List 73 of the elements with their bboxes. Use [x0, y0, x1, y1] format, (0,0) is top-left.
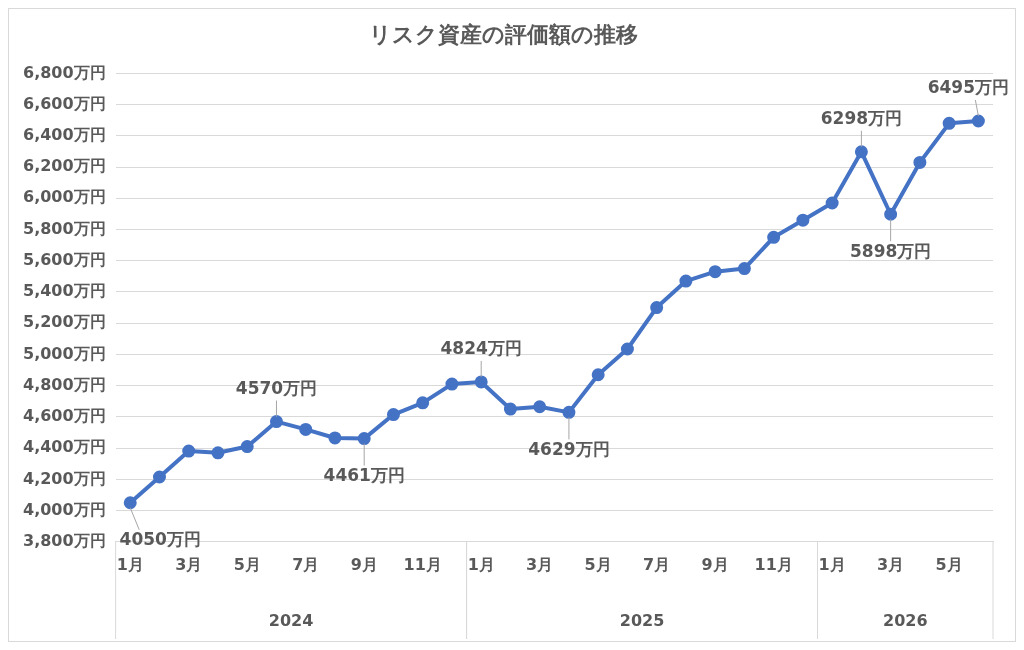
point: [767, 230, 781, 244]
point: [884, 207, 898, 221]
x-tick-label: 11月: [754, 554, 793, 574]
point: [650, 301, 664, 315]
text: 2026: [883, 610, 928, 630]
point: [913, 155, 927, 169]
y-tick-label: 6,200万円: [23, 156, 106, 176]
x-tick-label: 7月: [292, 554, 320, 574]
point: [328, 431, 342, 445]
x-tick-label: 1月: [467, 554, 495, 574]
point: [620, 342, 634, 356]
point: [942, 116, 956, 130]
data-label: 4050万円: [119, 529, 201, 550]
point: [679, 274, 693, 288]
point: [533, 400, 547, 414]
point: [591, 368, 605, 382]
x-tick-label: 3月: [877, 554, 905, 574]
y-tick-label: 6,800万円: [23, 62, 106, 82]
data-label: 4461万円: [323, 465, 405, 486]
y-tick-label: 6,000万円: [23, 187, 106, 207]
point: [123, 496, 137, 510]
x-tick-label: 7月: [643, 554, 671, 574]
y-tick-label: 5,400万円: [23, 281, 106, 301]
point: [269, 415, 283, 429]
x-tick-label: 5月: [935, 554, 963, 574]
x-tick-label: 9月: [701, 554, 729, 574]
x-tick-label: 3月: [526, 554, 554, 574]
x-tick-label: 5月: [584, 554, 612, 574]
point: [825, 196, 839, 210]
y-tick-label: 6,600万円: [23, 93, 106, 113]
y-tick-label: 5,600万円: [23, 249, 106, 269]
point: [152, 470, 166, 484]
point: [240, 440, 254, 454]
point: [357, 432, 371, 446]
data-label: 6298万円: [820, 108, 903, 129]
point: [708, 265, 722, 279]
point: [562, 405, 576, 419]
y-tick-label: 4,200万円: [23, 468, 106, 488]
x-tick-label: 3月: [175, 554, 203, 574]
point: [503, 402, 517, 416]
x-tick-label: 1月: [116, 554, 144, 574]
data-label: 4824万円: [440, 338, 522, 359]
point: [416, 396, 430, 410]
y-tick-label: 5,800万円: [23, 218, 106, 238]
y-tick-label: 6,400万円: [23, 125, 106, 145]
y-tick-label: 4,000万円: [23, 499, 106, 519]
data-label: 6495万円: [927, 77, 1010, 98]
point: [854, 145, 868, 159]
text: 2025: [619, 610, 665, 630]
point: [182, 444, 196, 458]
point: [737, 262, 751, 276]
y-tick-label: 5,000万円: [23, 343, 106, 363]
x-tick-label: 1月: [818, 554, 846, 574]
x-tick-label: 11月: [403, 554, 442, 574]
point: [299, 422, 313, 436]
data-label: 5898万円: [849, 240, 932, 261]
point: [971, 114, 985, 128]
point: [474, 375, 488, 389]
point: [211, 446, 225, 460]
data-label: 4570万円: [235, 378, 318, 398]
point: [386, 408, 400, 422]
text: 2024: [268, 610, 314, 630]
chart-title: リスク資産の評価額の推移: [368, 21, 638, 47]
x-tick-label: 5月: [233, 554, 261, 574]
y-tick-label: 3,800万円: [23, 530, 106, 550]
y-tick-label: 4,600万円: [23, 406, 106, 426]
data-label: 4629万円: [528, 438, 610, 459]
y-tick-label: 4,800万円: [23, 374, 106, 394]
y-tick-label: 5,200万円: [23, 312, 106, 332]
point: [796, 213, 810, 227]
point: [445, 377, 459, 391]
y-tick-label: 4,400万円: [23, 437, 106, 457]
x-tick-label: 9月: [350, 554, 378, 574]
